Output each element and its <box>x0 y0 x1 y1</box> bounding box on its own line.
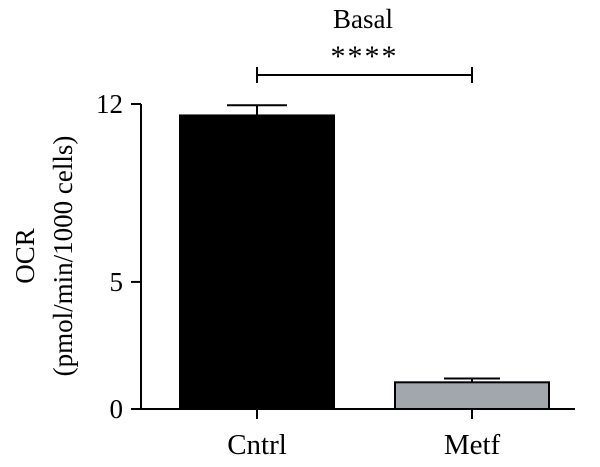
y-tick-label-2: 12 <box>96 89 123 119</box>
y-tick-label-0: 0 <box>110 394 124 424</box>
y-axis-label-line-2: (pmol/min/1000 cells) <box>48 136 78 377</box>
bars <box>179 114 550 410</box>
chart-title: Basal <box>333 4 393 34</box>
significance-label: **** <box>331 40 399 73</box>
significance-bracket: **** <box>256 40 473 83</box>
y-axis-label: OCR (pmol/min/1000 cells) <box>10 136 78 377</box>
x-tick-label-metf: Metf <box>444 429 501 461</box>
x-ticks: Cntrl Metf <box>227 409 501 461</box>
x-tick-label-cntrl: Cntrl <box>227 429 287 461</box>
y-ticks: 0 5 12 <box>96 89 141 424</box>
bar-metf <box>394 381 550 410</box>
y-axis-label-line-1: OCR <box>10 228 40 284</box>
bar-cntrl <box>179 114 335 410</box>
error-bars <box>227 104 500 383</box>
y-tick-label-1: 5 <box>110 267 124 297</box>
